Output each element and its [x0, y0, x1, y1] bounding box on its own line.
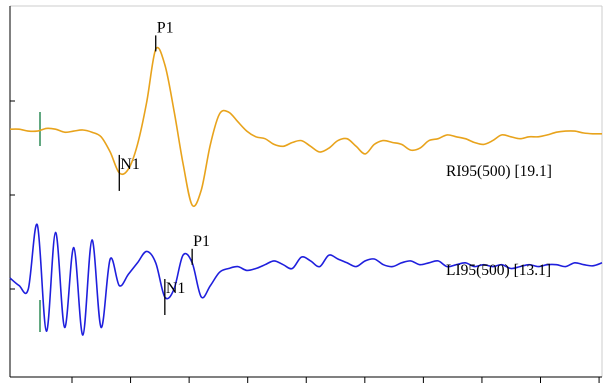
- peak-label-p1: P1: [193, 233, 210, 250]
- series-label-0: RI95(500) [19.1]: [446, 163, 552, 180]
- series-line-1: [9, 223, 603, 336]
- series-label-1: LI95(500) [13.1]: [446, 262, 551, 279]
- peak-label-n1: N1: [120, 156, 140, 173]
- series-line-0: [9, 46, 603, 208]
- peak-label-p1: P1: [157, 19, 174, 36]
- peak-label-n1: N1: [166, 280, 186, 297]
